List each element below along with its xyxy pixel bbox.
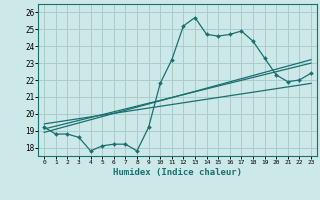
X-axis label: Humidex (Indice chaleur): Humidex (Indice chaleur) xyxy=(113,168,242,177)
